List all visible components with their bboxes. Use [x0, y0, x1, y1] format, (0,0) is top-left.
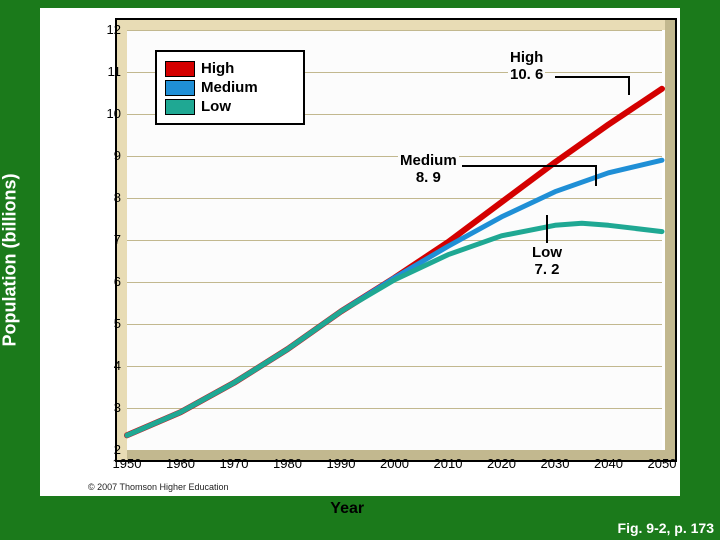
callout-tick [595, 165, 597, 186]
y-tick-label: 5 [99, 316, 121, 331]
x-tick-label: 2020 [482, 456, 522, 471]
series-medium [127, 160, 662, 435]
y-tick-label: 9 [99, 148, 121, 163]
x-tick-label: 2010 [428, 456, 468, 471]
y-tick-label: 7 [99, 232, 121, 247]
legend-row-low: Low [165, 98, 295, 115]
legend: High Medium Low [155, 50, 305, 125]
x-tick-label: 1960 [161, 456, 201, 471]
legend-row-medium: Medium [165, 79, 295, 96]
callout-tick [628, 76, 630, 95]
legend-swatch-low [165, 99, 195, 115]
x-tick-label: 1980 [268, 456, 308, 471]
x-tick-label: 2000 [375, 456, 415, 471]
y-tick-label: 8 [99, 190, 121, 205]
y-tick-label: 6 [99, 274, 121, 289]
y-tick-label: 11 [99, 64, 121, 79]
series-low [127, 223, 662, 435]
y-tick-label: 4 [99, 358, 121, 373]
legend-swatch-medium [165, 80, 195, 96]
copyright-text: © 2007 Thomson Higher Education [88, 482, 229, 492]
y-axis-label: Population (billions) [0, 174, 21, 347]
x-tick-label: 1970 [214, 456, 254, 471]
callout-line [555, 76, 628, 78]
series-high [127, 89, 662, 436]
callout-high_callout: High10. 6 [508, 50, 545, 83]
x-tick-label: 2040 [589, 456, 629, 471]
y-tick-label: 10 [99, 106, 121, 121]
legend-label-high: High [201, 60, 234, 77]
x-axis-label: Year [330, 500, 364, 518]
legend-swatch-high [165, 61, 195, 77]
figure-reference: Fig. 9-2, p. 173 [618, 520, 714, 536]
x-tick-label: 2050 [642, 456, 682, 471]
callout-medium_callout: Medium8. 9 [398, 153, 459, 186]
x-tick-label: 2030 [535, 456, 575, 471]
y-tick-label: 3 [99, 400, 121, 415]
x-tick-label: 1950 [107, 456, 147, 471]
legend-row-high: High [165, 60, 295, 77]
legend-label-low: Low [201, 98, 231, 115]
callout-tick [546, 215, 548, 243]
x-tick-label: 1990 [321, 456, 361, 471]
y-tick-label: 12 [99, 22, 121, 37]
legend-label-medium: Medium [201, 79, 258, 96]
callout-line [462, 165, 595, 167]
y-tick-label: 2 [99, 442, 121, 457]
callout-low_callout: Low7. 2 [530, 245, 564, 278]
